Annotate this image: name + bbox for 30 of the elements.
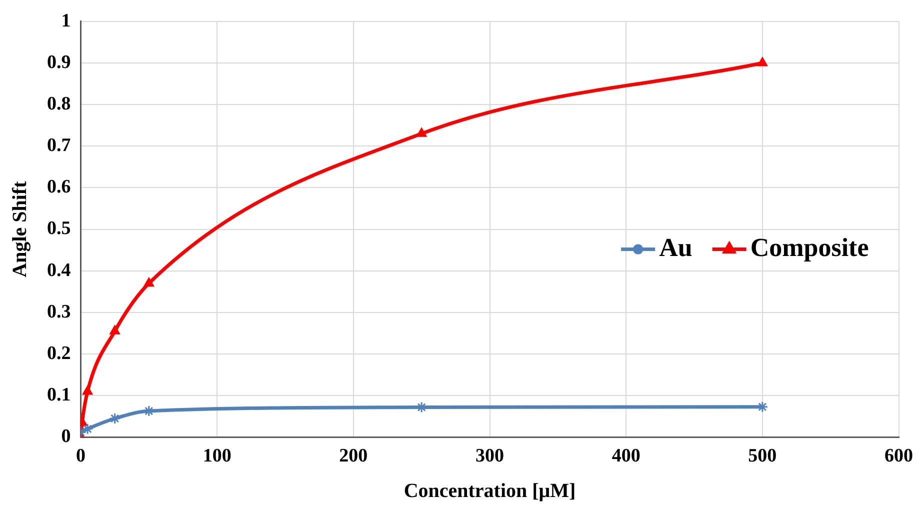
y-tick-label: 0.7	[47, 135, 72, 156]
x-tick-label: 300	[476, 446, 504, 467]
x-tick-label: 400	[612, 446, 640, 467]
y-tick-label: 0.5	[47, 218, 71, 240]
y-tick-label: 0.2	[47, 342, 71, 364]
point	[756, 401, 768, 413]
y-tick-label: 0.1	[47, 384, 71, 406]
x-tick-label: 600	[884, 446, 913, 467]
x-tick-label: 500	[748, 446, 777, 467]
y-tick-label: 0.6	[47, 176, 71, 198]
y-tick-label: 0	[61, 426, 71, 448]
x-tick-label: 100	[202, 446, 232, 467]
y-tick-label: 0.4	[47, 260, 72, 281]
point	[144, 278, 154, 287]
y-tick-label: 0.9	[47, 52, 71, 73]
legend-label: Composite	[750, 233, 869, 262]
y-axis-title: Angle Shift	[9, 180, 32, 278]
point	[416, 128, 427, 137]
legend-label: Au	[659, 233, 692, 262]
point	[82, 423, 94, 435]
point	[757, 57, 768, 66]
x-tick-label: 200	[339, 446, 368, 467]
point	[82, 386, 93, 395]
y-tick-label: 0.3	[47, 301, 71, 322]
point	[110, 325, 120, 334]
point	[109, 412, 121, 424]
x-axis-title: Concentration [μM]	[404, 480, 576, 502]
y-tick-label: 0.8	[47, 93, 71, 114]
x-tick-label: 0	[76, 446, 86, 467]
y-tick-label: 1	[61, 10, 71, 32]
